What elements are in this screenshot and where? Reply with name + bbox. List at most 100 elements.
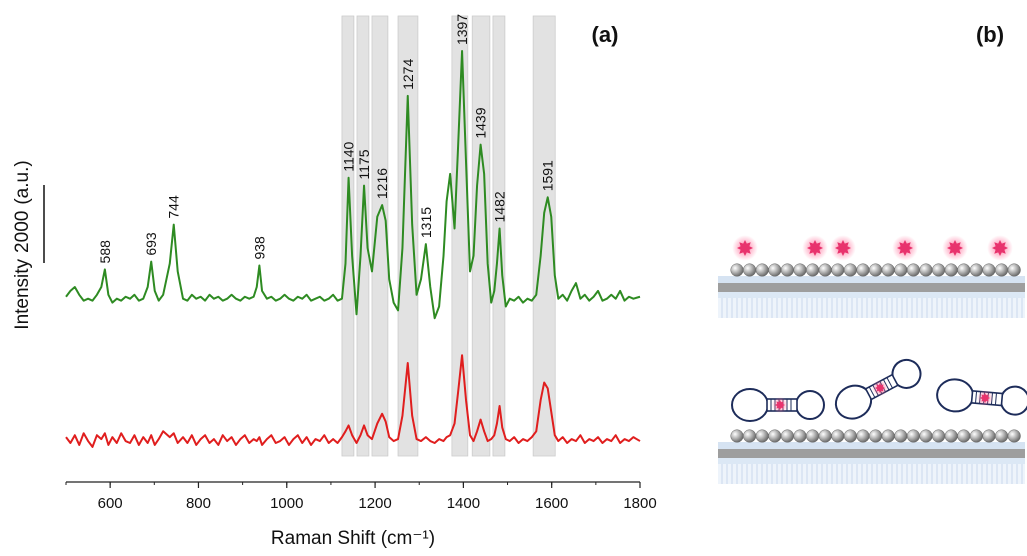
substrate-base (718, 464, 1025, 484)
peak-label: 1591 (540, 160, 556, 191)
nanoparticle (755, 429, 769, 443)
nanoparticle (1007, 429, 1021, 443)
y-units: (a.u.) (12, 160, 33, 204)
peak-label: 1439 (473, 107, 489, 138)
nanoparticle (843, 263, 857, 277)
peak-label: 1315 (418, 207, 434, 238)
x-tick-label: 1000 (270, 495, 303, 512)
molecule (807, 240, 823, 256)
nanoparticle (869, 429, 883, 443)
substrate-layer (718, 449, 1025, 458)
peak-label: 1274 (400, 59, 416, 90)
substrate-layer (718, 283, 1025, 292)
nanoparticle (894, 263, 908, 277)
nanoparticle (995, 429, 1009, 443)
x-tick-label: 1600 (535, 495, 568, 512)
hairpin-loop (795, 390, 825, 420)
highlight-band (356, 15, 370, 457)
nanoparticle (831, 263, 845, 277)
nanoparticle (780, 429, 794, 443)
substrate-base (718, 298, 1025, 318)
peak-label: 1216 (374, 168, 390, 199)
peak-label: 1482 (492, 191, 508, 222)
x-tick-label: 600 (98, 495, 123, 512)
nanoparticle (780, 263, 794, 277)
nanoparticle (768, 429, 782, 443)
base-pair (886, 377, 893, 389)
molecule (875, 383, 885, 393)
nanoparticle (969, 429, 983, 443)
peak-label: 588 (97, 240, 113, 264)
hairpin-loop (936, 378, 975, 413)
highlight-band (371, 15, 389, 457)
base-pair (994, 392, 997, 405)
peak-label: 693 (143, 232, 159, 256)
spectrum-line (65, 354, 641, 448)
nanoparticle (831, 429, 845, 443)
molecule (775, 400, 785, 410)
molecule (992, 240, 1008, 256)
y-axis-label: Intensity 2000 (a.u.) (12, 160, 33, 329)
nanoparticle (995, 263, 1009, 277)
nanoparticle (894, 429, 908, 443)
substrate-layer (718, 442, 1025, 449)
peak-label: 1397 (454, 14, 470, 45)
substrate-layer (718, 292, 1025, 298)
molecule (835, 240, 851, 256)
nanoparticle (806, 429, 820, 443)
nanoparticle (906, 263, 920, 277)
nanoparticle (768, 263, 782, 277)
peak-label: 1140 (341, 141, 357, 171)
x-tick-label: 1800 (623, 495, 656, 512)
nanoparticle (932, 263, 946, 277)
molecule (897, 240, 913, 256)
peak-label: 744 (166, 195, 182, 219)
nanoparticle (969, 263, 983, 277)
nanoparticle (1007, 263, 1021, 277)
peak-label: 938 (251, 236, 267, 260)
nanoparticle (818, 263, 832, 277)
x-tick-label: 1200 (358, 495, 391, 512)
nanoparticle (843, 429, 857, 443)
peak-label: 1175 (356, 149, 372, 179)
substrate-layer (718, 276, 1025, 283)
base-pair (975, 391, 978, 404)
nanoparticle (957, 429, 971, 443)
nanoparticle (944, 263, 958, 277)
highlight-band (341, 15, 355, 457)
highlight-band (397, 15, 419, 457)
panel-label: (b) (976, 22, 1004, 47)
molecule (980, 393, 990, 403)
nanoparticle (932, 429, 946, 443)
molecule (947, 240, 963, 256)
base-pair (868, 386, 876, 398)
nanoparticle (743, 429, 757, 443)
nanoparticle (856, 429, 870, 443)
spectrum-line (65, 50, 641, 320)
x-axis-label: Raman Shift (cm⁻¹) (271, 528, 435, 549)
x-tick-label: 800 (186, 495, 211, 512)
nanoparticle (881, 429, 895, 443)
nanoparticle (743, 263, 757, 277)
substrate-diagram (718, 235, 1027, 484)
nanoparticle (982, 263, 996, 277)
nanoparticle (906, 429, 920, 443)
nanoparticle (793, 429, 807, 443)
hairpin-loop (731, 388, 769, 422)
panel-label: (a) (592, 22, 619, 47)
y-label-text: Intensity (12, 258, 33, 329)
nanoparticle (957, 263, 971, 277)
nanoparticle (806, 263, 820, 277)
highlight-band (532, 15, 556, 457)
nanoparticle (755, 263, 769, 277)
hairpin-loop (999, 385, 1027, 416)
nanoparticle (793, 263, 807, 277)
molecule (737, 240, 753, 256)
nanoparticle (818, 429, 832, 443)
x-tick-label: 1400 (447, 495, 480, 512)
nanoparticle (919, 429, 933, 443)
spectrum-chart: 600 800 1000 1200 1400 1600 1800 Raman Shift (c… (12, 14, 657, 549)
nanoparticle (919, 263, 933, 277)
nanoparticle (856, 263, 870, 277)
